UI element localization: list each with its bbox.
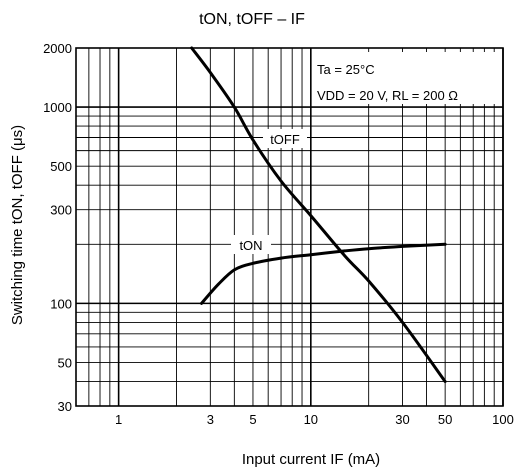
y-tick-label: 500 (50, 159, 72, 174)
annotation-bg (312, 52, 501, 104)
x-tick-label: 100 (492, 412, 514, 427)
x-axis-label: Input current IF (mA) (242, 451, 380, 468)
x-tick-label: 1 (115, 412, 122, 427)
series-line-ton (200, 242, 447, 305)
chart-title: tON, tOFF – IF (199, 11, 305, 28)
series-group: tOFF tON (190, 46, 447, 383)
y-tick-label: 50 (58, 355, 72, 370)
y-axis-label: Switching time tON, tOFF (μs) (9, 125, 26, 325)
curve-label-ton: tON (239, 238, 262, 253)
curve-label-bg (231, 235, 271, 254)
y-tick-label: 300 (50, 203, 72, 218)
x-tick-label: 30 (395, 412, 409, 427)
annotation-box: Ta = 25°C VDD = 20 V, RL = 200 Ω (312, 52, 501, 104)
series-line-toff (190, 46, 447, 383)
y-tick-label: 30 (58, 399, 72, 414)
curve-label-bg (263, 129, 307, 148)
y-tick-label: 1000 (43, 100, 72, 115)
y-tick-label: 100 (50, 296, 72, 311)
x-tick-label: 10 (304, 412, 318, 427)
x-tick-label: 3 (207, 412, 214, 427)
x-tick-label: 5 (249, 412, 256, 427)
plot-area (75, 47, 504, 407)
tick-labels: 1 3 5 10 30 50 100 30 50 100 300 500 1000 2000 (43, 41, 514, 427)
x-tick-label: 50 (438, 412, 452, 427)
annotation-line: Ta = 25°C (317, 62, 375, 77)
y-tick-label: 2000 (43, 41, 72, 56)
annotation-line: VDD = 20 V, RL = 200 Ω (317, 88, 458, 103)
curve-label-toff: tOFF (270, 132, 300, 147)
